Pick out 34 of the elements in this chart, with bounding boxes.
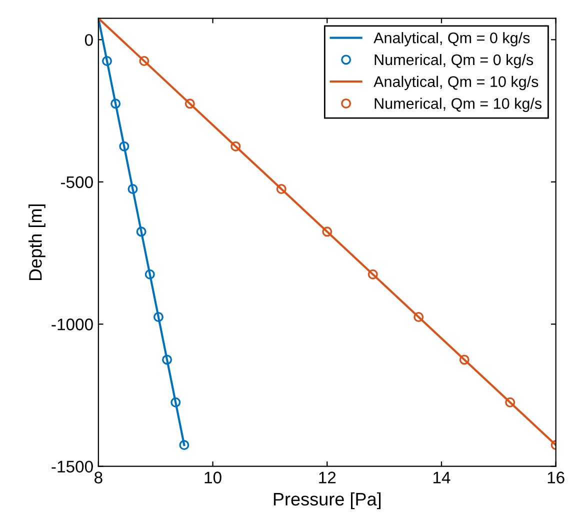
point [459,354,470,365]
y-tick-label: -500 [60,176,93,188]
point [414,312,424,322]
point [170,397,181,408]
x-tick-label: 12 [319,472,336,484]
point [110,98,121,109]
point [144,269,155,280]
y-tick-label: -1500 [52,460,93,473]
point [139,56,150,66]
legend-label: Analytical, Qm = 0 kg/s [374,32,530,46]
point [368,269,378,280]
x-axis-title: Pressure [Pa] [274,492,381,510]
point [184,98,195,109]
point [153,312,164,322]
legend-label: Numerical, Qm = 10 kg/s [374,98,542,112]
x-tick-label: 10 [204,472,222,484]
point [230,141,241,152]
point [136,226,146,237]
point [128,184,138,194]
x-tick-label: 8 [94,472,102,484]
point [102,56,112,66]
y-tick-label: -1000 [52,318,93,330]
point [179,440,190,450]
x-tick-label: 16 [548,472,564,484]
y-axis-title: Depth [m] [28,204,46,280]
point [162,354,172,365]
y-tick-label: 0 [84,34,93,46]
point [322,226,332,237]
point [505,397,516,408]
legend-label: Analytical, Qm = 10 kg/s [374,76,538,90]
legend-label: Numerical, Qm = 0 kg/s [374,54,534,68]
point [276,184,286,194]
point [119,141,130,152]
x-tick-label: 14 [433,472,450,484]
